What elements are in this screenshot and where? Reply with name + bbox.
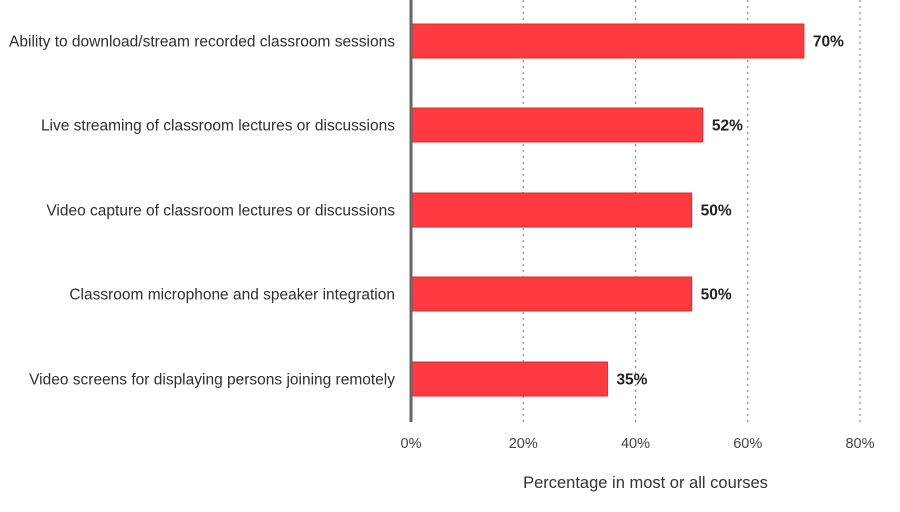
category-label-1: Ability to download/stream recorded clas… [9, 34, 395, 51]
bar-3 [410, 192, 693, 228]
bar-4 [410, 276, 693, 312]
bar-5 [410, 361, 608, 397]
value-label-2: 52% [712, 118, 743, 135]
value-labels: 70% 52% 50% 50% 35% [616, 34, 844, 389]
bars [410, 23, 805, 397]
x-tick-labels: 0% 20% 40% 60% 80% [401, 436, 875, 452]
x-tick-label-60: 60% [733, 436, 762, 452]
value-label-1: 70% [813, 34, 844, 51]
category-labels: Ability to download/stream recorded clas… [9, 34, 395, 389]
category-label-3: Video capture of classroom lectures or d… [46, 203, 395, 220]
bar-2 [410, 107, 704, 143]
value-label-3: 50% [701, 203, 732, 220]
value-label-4: 50% [701, 287, 732, 304]
category-label-2: Live streaming of classroom lectures or … [41, 118, 395, 135]
x-tick-label-20: 20% [509, 436, 538, 452]
x-tick-label-80: 80% [845, 436, 874, 452]
category-label-4: Classroom microphone and speaker integra… [69, 287, 395, 304]
x-axis-title: Percentage in most or all courses [523, 474, 768, 492]
value-label-5: 35% [616, 372, 647, 389]
x-tick-label-40: 40% [621, 436, 650, 452]
category-label-5: Video screens for displaying persons joi… [29, 372, 395, 389]
x-tick-label-0: 0% [401, 436, 422, 452]
bar-1 [410, 23, 805, 59]
